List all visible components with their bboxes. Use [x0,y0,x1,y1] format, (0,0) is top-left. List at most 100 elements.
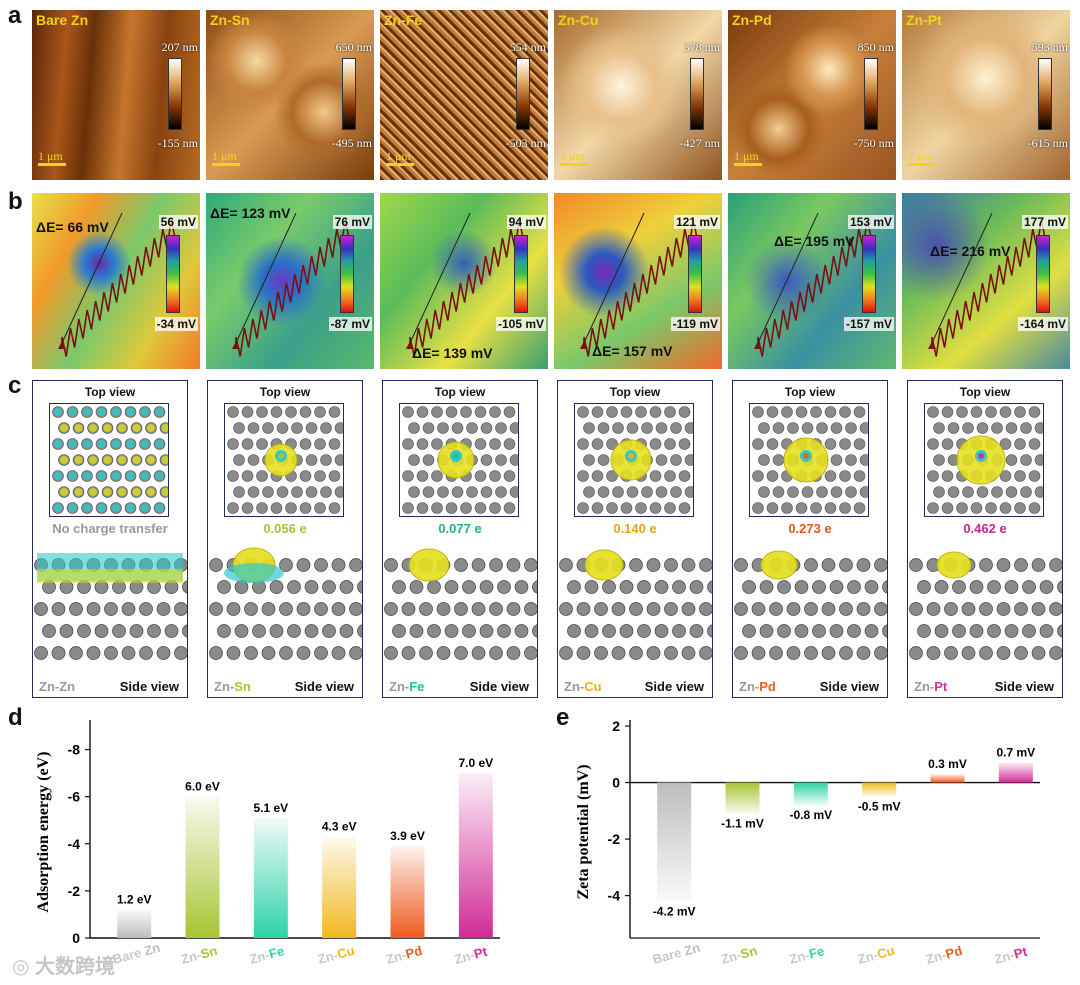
sample-prefix: Zn- [389,679,410,694]
potential-difference-label: ΔE= 66 mV [36,219,109,235]
height-colorbar [1038,58,1052,130]
bar-value-label: -1.1 mV [721,817,764,831]
x-category-label: Zn-Pd [924,943,964,967]
height-colorbar [168,58,182,130]
y-tick-label: -2 [608,831,621,847]
scale-bar-label: 1 μm [560,149,585,163]
bar-value-label: -0.8 mV [789,808,832,822]
sample-metal: Cu [584,679,602,694]
potential-difference-label: ΔE= 139 mV [412,345,493,361]
top-view-frame [49,403,169,517]
watermark-text: 大数跨境 [35,956,116,978]
category-prefix: Zn- [316,947,339,967]
panel-letter-b: b [8,188,23,215]
dft-panel: Top view 0.273 e Zn-Pd Side view [732,380,888,698]
bar-value-label: -0.5 mV [858,800,901,814]
top-view-frame [574,403,694,517]
panel-letter-e: e [556,704,570,731]
watermark-icon: ◎ [12,956,30,978]
x-category-label: Zn-Pt [993,944,1030,967]
top-view-frame [924,403,1044,517]
panel-letter-a: a [8,2,22,29]
bar-value-label: 7.0 eV [458,756,493,770]
colorbar-min-label: -157 mV [843,317,894,331]
bar [998,762,1033,783]
sample-metal: Fe [409,679,425,694]
side-view-atoms [909,551,1062,660]
bar-value-label: 6.0 eV [185,780,220,794]
category-metal: Zn [142,940,161,959]
scale-bar-label: 1 μm [734,149,759,163]
scale-bar-label: 1 μm [386,149,411,163]
potential-difference-label: ΔE= 123 mV [210,205,291,221]
colorbar-max-label: 378 nm [683,40,720,54]
scale-bar [908,163,936,166]
charge-transfer-value: 0.462 e [963,521,1007,536]
category-metal: Fe [807,943,826,961]
category-metal: Sn [199,943,219,962]
colorbar-max-label: 850 nm [857,40,894,54]
dft-panel: Top view 0.056 e Zn-Sn Side view [207,380,363,698]
scale-bar-label: 1 μm [38,149,63,163]
category-metal: Zn [682,940,701,959]
y-tick-label: -6 [68,789,81,805]
y-tick-label: 0 [612,775,620,791]
category-prefix: Zn- [856,947,879,967]
scale-bar [734,163,762,166]
x-category-label: Zn-Pt [453,944,490,967]
bar [793,782,828,806]
colorbar-min-label: -34 mV [154,317,198,331]
height-colorbar [516,58,530,130]
category-metal: Pt [1012,944,1029,962]
charge-transfer-value: 0.273 e [788,521,832,536]
colorbar-min-label: -87 mV [328,317,372,331]
category-prefix: Zn- [719,947,742,967]
afm-sample-label: Zn-Fe [384,12,423,28]
dft-panel: Top view 0.462 e Zn-Pt Side view [907,380,1063,698]
dft-row: Top view No charge transfer Zn- Zn Side view… [32,380,1072,698]
dft-panel: Top view 0.077 e Zn-Fe Side view [382,380,538,698]
afm-tile: Zn-Pt 593 nm -615 nm 1 μm [902,10,1070,180]
potential-colorbar [688,235,702,313]
kpfm-tile: ΔE= 195 mV 153 mV -157 mV [728,193,896,369]
x-category-label: Zn-Fe [788,943,826,967]
top-view-frame [749,403,869,517]
top-view-atoms [52,406,168,514]
side-view-atoms [559,549,712,660]
colorbar-min-label: -155 nm [157,136,198,150]
top-view-frame [399,403,519,517]
category-metal: Cu [876,943,897,962]
category-metal: Pt [472,944,489,962]
bar-value-label: -4.2 mV [653,904,696,918]
x-category-label: Zn-Cu [856,943,896,967]
top-view-atoms [227,406,343,514]
bar [253,817,288,938]
x-category-label: Zn-Pd [384,943,424,967]
panel-letter-c: c [8,372,22,399]
dft-panel: Top view 0.140 e Zn-Cu Side view [557,380,713,698]
top-view-label: Top view [609,385,661,399]
sample-metal: Zn [59,679,76,694]
category-metal: Pd [404,943,424,962]
scale-bar-label: 1 μm [212,149,237,163]
y-tick-label: -4 [68,836,81,852]
top-view-label: Top view [434,385,486,399]
adsorption-energy-chart: 0 -2 -4 -6 -8 Adsorption energy (eV) 1.2 eV Bar… [35,720,500,967]
charge-transfer-value: 0.056 e [263,521,307,536]
watermark: ◎ 大数跨境 [12,950,115,979]
height-colorbar [342,58,356,130]
potential-colorbar [1036,235,1050,313]
afm-tile: Zn-Pd 850 nm -750 nm 1 μm [728,10,896,180]
side-view-atoms [34,553,187,660]
kpfm-tile: ΔE= 139 mV 94 mV -105 mV [380,193,548,369]
sample-prefix: Zn- [739,679,760,694]
charge-transfer-value: No charge transfer [52,521,168,536]
category-prefix: Bare [111,944,146,967]
bar-value-label: 5.1 eV [253,801,288,815]
category-prefix: Zn- [384,947,407,967]
top-view-atoms [752,406,868,514]
side-view-label: Side view [469,679,529,694]
dft-sample-label: Zn-Cu [564,679,602,694]
potential-colorbar [340,235,354,313]
x-category-label: Zn-Fe [248,943,286,967]
